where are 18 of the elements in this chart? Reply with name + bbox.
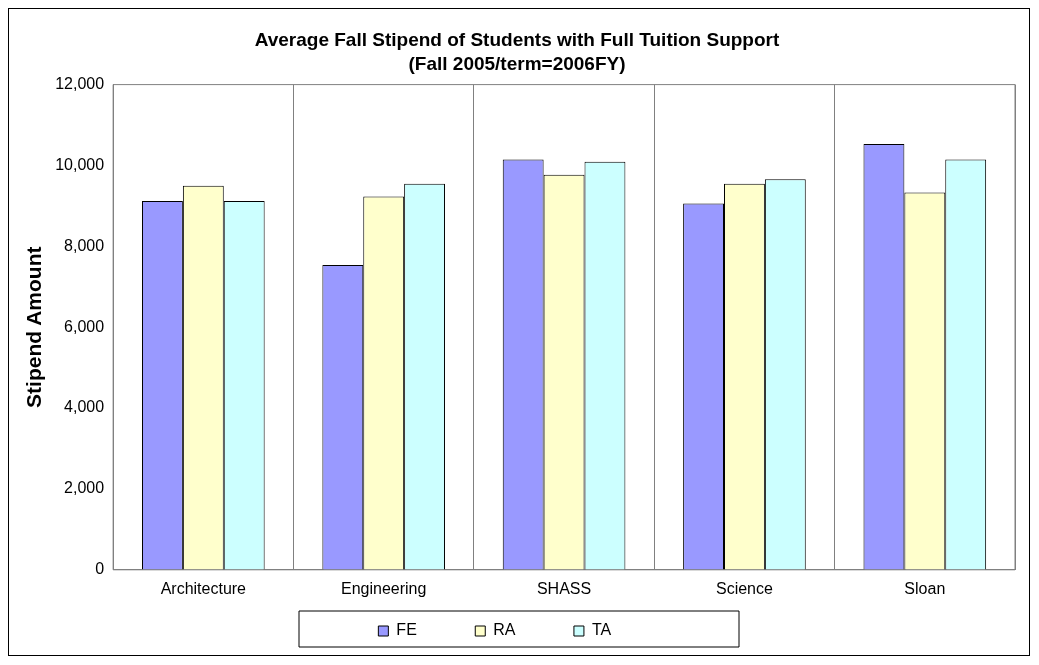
- y-tick-label: 8,000: [64, 236, 105, 254]
- x-tick-label: SHASS: [536, 579, 592, 597]
- x-tick-label: Architecture: [160, 579, 247, 597]
- x-tick-label: Engineering: [340, 579, 427, 597]
- y-tick-label: 10,000: [55, 155, 105, 173]
- legend-label: FE: [396, 621, 462, 639]
- x-tick-label: Sloan: [904, 579, 946, 597]
- legend-label: TA: [591, 621, 655, 639]
- y-axis-title: Stipend Amount: [22, 246, 46, 408]
- y-tick-label: 12,000: [55, 75, 105, 93]
- y-tick-label: 6,000: [64, 317, 105, 335]
- y-tick-label: 2,000: [64, 479, 105, 497]
- legend-label: RA: [493, 621, 560, 639]
- chart-subtitle: (Fall 2005/term=2006FY): [408, 53, 626, 75]
- chart-title: Average Fall Stipend of Students with Full Tuition Support: [254, 28, 780, 50]
- y-tick-label: 0: [95, 560, 105, 578]
- y-tick-label: 4,000: [64, 398, 105, 416]
- x-tick-label: Science: [715, 579, 773, 597]
